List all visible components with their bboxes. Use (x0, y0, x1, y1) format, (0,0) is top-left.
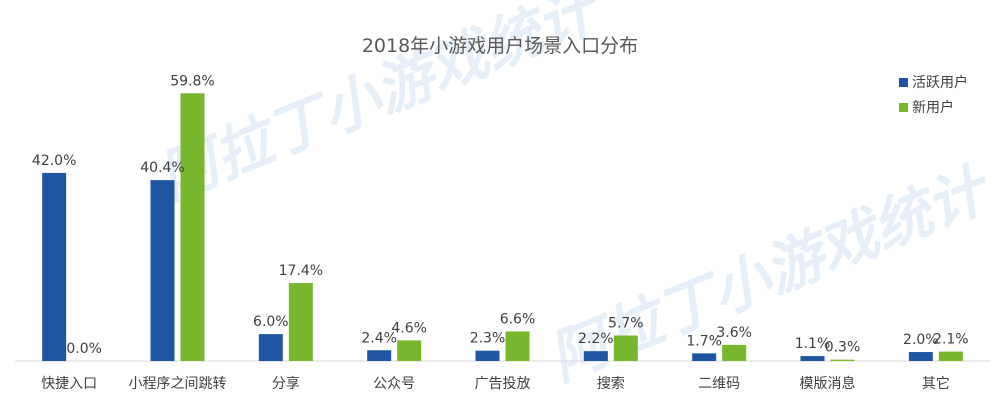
bars (42, 93, 963, 361)
bar-new-1 (180, 93, 205, 361)
bar-new-6 (722, 344, 747, 361)
bar-active-4 (475, 350, 500, 361)
x-tick-label-7: 模版消息 (800, 375, 856, 392)
bar-new-4 (505, 331, 530, 361)
x-tick-label-6: 二维码 (698, 376, 740, 392)
bar-new-3 (397, 340, 422, 361)
data-labels: 42.0% 0.0% 40.4% 59.8% 6.0% 17.4% 2.4%4.6% 2.3%… (32, 73, 969, 357)
x-tick-label-2: 分享 (272, 375, 300, 392)
x-tick-label-4: 广告投放 (475, 376, 531, 392)
data-label-new-6: 3.6% (716, 325, 752, 341)
data-label-new-7: 0.3% (825, 340, 861, 356)
bar-active-5 (583, 351, 608, 361)
bar-active-0 (42, 172, 67, 361)
legend-swatch-0 (899, 78, 908, 87)
data-label-new-3: 4.6% (391, 320, 427, 336)
data-label-active-0: 42.0% (32, 153, 76, 169)
data-label-new-4: 6.6% (500, 311, 536, 327)
data-label-active-7: 1.1% (795, 336, 831, 352)
x-tick-label-3: 公众号 (373, 376, 415, 392)
data-label-active-5: 2.2% (578, 331, 614, 347)
legend-swatch-1 (899, 103, 908, 112)
data-label-new-1: 59.8% (170, 73, 214, 89)
x-tick-label-0: 快捷入口 (41, 376, 97, 392)
bar-active-2 (258, 334, 283, 361)
bar-active-1 (150, 180, 175, 361)
bar-new-5 (613, 335, 638, 361)
data-label-active-2: 6.0% (253, 314, 289, 330)
chart-title: 2018年小游戏用户场景入口分布 (362, 35, 638, 57)
data-label-new-5: 5.7% (608, 315, 644, 331)
data-label-active-4: 2.3% (470, 331, 506, 347)
bar-active-7 (800, 356, 825, 361)
bar-active-3 (367, 350, 392, 361)
legend-label-0: 活跃用户 (912, 74, 968, 91)
data-label-new-8: 2.1% (933, 332, 969, 348)
bar-new-8 (938, 351, 963, 361)
x-tick-label-8: 其它 (922, 375, 950, 392)
bar-new-7 (830, 359, 855, 361)
x-tick-labels: 快捷入口 小程序之间跳转 分享 公众号 广告投放 搜索 二维码 模版消息 其它 (41, 375, 950, 392)
data-label-new-0: 0.0% (66, 341, 102, 357)
data-label-active-3: 2.4% (361, 330, 397, 346)
data-label-active-6: 1.7% (686, 333, 722, 349)
bar-active-6 (692, 353, 717, 361)
x-tick-label-5: 搜索 (597, 375, 625, 392)
data-label-active-8: 2.0% (903, 332, 939, 348)
x-tick-label-1: 小程序之间跳转 (129, 376, 227, 392)
legend-label-1: 新用户 (912, 99, 954, 116)
watermark-text-1: 阿拉丁小游戏统计 (150, 0, 612, 213)
bar-active-8 (908, 352, 933, 361)
data-label-active-1: 40.4% (140, 160, 184, 176)
bar-new-2 (288, 283, 313, 361)
data-label-new-2: 17.4% (279, 263, 323, 279)
